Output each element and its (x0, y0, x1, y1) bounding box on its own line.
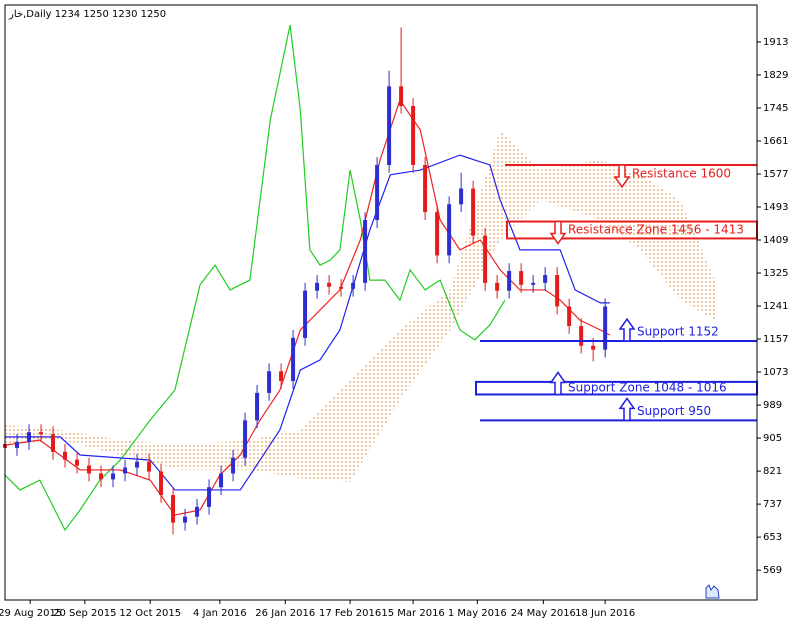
indicator-line (4, 98, 611, 516)
y-tick-label: 1745 (763, 103, 788, 114)
candle-body (555, 274, 560, 307)
candle-body (423, 164, 428, 213)
x-tick-label: 24 May 2016 (511, 608, 576, 619)
level-arrow (549, 220, 567, 245)
y-tick-label: 1325 (763, 268, 788, 279)
candle-body (399, 86, 404, 107)
candle-body (507, 271, 512, 291)
candle-body (519, 271, 524, 285)
candle-body (339, 286, 344, 289)
x-tick-label: 12 Oct 2015 (119, 608, 181, 619)
y-tick-label: 905 (763, 433, 782, 444)
y-tick-label: 1577 (763, 169, 788, 180)
candle-body (183, 516, 188, 523)
plot-frame (4, 4, 758, 601)
candle-body (327, 282, 332, 287)
level-arrow (549, 371, 567, 396)
candle-body (147, 461, 152, 472)
candle-body (435, 212, 440, 256)
candle-body (579, 326, 584, 346)
candle-body (255, 392, 260, 421)
x-tick-label: 29 Aug 2015 (0, 608, 62, 619)
y-tick-label: 1157 (763, 334, 788, 345)
candle-body (123, 467, 128, 474)
candle-body (231, 457, 236, 474)
candle-body (303, 290, 308, 338)
candle-body (135, 461, 140, 468)
level-label: Support 950 (637, 404, 711, 418)
x-tick-label: 17 Feb 2016 (319, 608, 381, 619)
x-tick-label: 18 Jun 2016 (575, 608, 635, 619)
candle-body (351, 282, 356, 289)
candle-body (387, 86, 392, 165)
candle-body (459, 188, 464, 205)
candle-body (75, 459, 80, 466)
candle-body (87, 465, 92, 474)
level-arrow (613, 164, 631, 189)
x-tick-label: 26 Jan 2016 (255, 608, 315, 619)
y-tick-label: 1493 (763, 202, 788, 213)
x-tick-label: 4 Jan 2016 (193, 608, 247, 619)
candle-body (15, 442, 20, 448)
candle-body (483, 235, 488, 283)
candle-body (111, 473, 116, 480)
ichimoku-cloud (5, 129, 715, 483)
candle-body (51, 434, 56, 452)
level-label: Resistance 1600 (632, 166, 731, 180)
indicator-line (5, 154, 610, 491)
y-tick-label: 821 (763, 466, 782, 477)
candle-body (603, 306, 608, 350)
candle-body (591, 345, 596, 350)
candle-body (195, 506, 200, 517)
candle-body (39, 432, 44, 435)
hand-icon (705, 584, 720, 599)
y-tick-label: 1409 (763, 235, 788, 246)
candle-body (447, 204, 452, 256)
candle-body (267, 371, 272, 393)
x-tick-label: 1 May 2016 (448, 608, 507, 619)
candle-body (363, 219, 368, 283)
candle-body (219, 473, 224, 488)
y-tick-label: 989 (763, 400, 782, 411)
candle-body (315, 282, 320, 291)
candle-body (411, 106, 416, 165)
x-tick-label: 15 Mar 2016 (381, 608, 444, 619)
indicator-line (4, 24, 506, 532)
candle-body (243, 420, 248, 458)
candle-body (99, 473, 104, 480)
y-tick-label: 1241 (763, 301, 788, 312)
candle-body (375, 164, 380, 220)
candle-body (531, 282, 536, 285)
candle-body (543, 274, 548, 283)
candle-body (279, 371, 284, 382)
candle-body (171, 495, 176, 523)
level-arrow (618, 397, 636, 422)
plot-area: Resistance 1600 Resistance Zone 1456 - 14… (3, 24, 758, 535)
candle-body (291, 337, 296, 382)
y-tick-label: 1913 (763, 37, 788, 48)
level-label: Resistance Zone 1456 - 1413 (568, 222, 744, 236)
y-tick-label: 653 (763, 532, 782, 543)
y-tick-label: 1073 (763, 367, 788, 378)
y-tick-label: 1661 (763, 136, 788, 147)
candle-body (567, 306, 572, 327)
candle-body (207, 487, 212, 507)
candle-body (159, 471, 164, 496)
level-label: Support 1152 (637, 325, 719, 339)
chart-header: خار,Daily 1234 1250 1230 1250 (8, 9, 166, 20)
candle-body (63, 451, 68, 460)
candle-body (27, 432, 32, 443)
y-tick-label: 1829 (763, 70, 788, 81)
level-label: Support Zone 1048 - 1016 (568, 381, 727, 395)
candle-body (495, 282, 500, 291)
level-arrow (618, 317, 636, 342)
y-tick-label: 737 (763, 499, 782, 510)
candle-body (471, 188, 476, 236)
x-tick-label: 20 Sep 2015 (53, 608, 116, 619)
y-tick-label: 569 (763, 565, 782, 576)
